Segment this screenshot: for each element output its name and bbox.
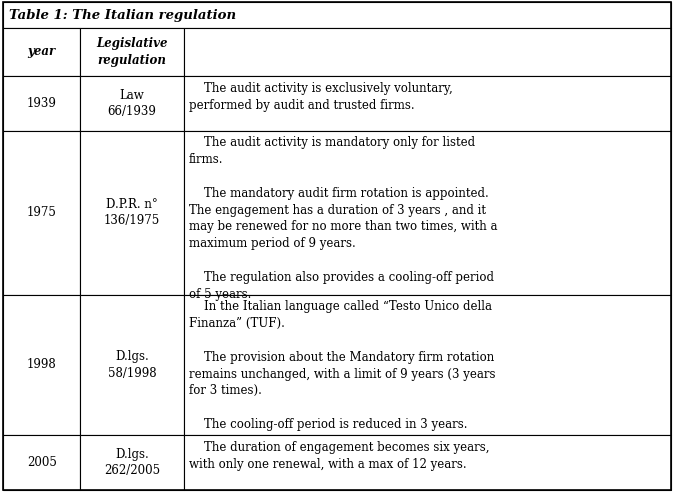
Bar — [183, 28, 671, 76]
Text: Legislative
regulation: Legislative regulation — [96, 37, 168, 66]
Bar — [80, 130, 183, 295]
Bar — [3, 295, 80, 435]
Text: D.lgs.
262/2005: D.lgs. 262/2005 — [104, 448, 160, 477]
Bar — [3, 435, 80, 490]
Text: 1975: 1975 — [27, 206, 57, 219]
Text: In the Italian language called “Testo Unico della
Finanza” (TUF).

    The provi: In the Italian language called “Testo Un… — [189, 301, 495, 431]
Text: The duration of engagement becomes six years,
with only one renewal, with a max : The duration of engagement becomes six y… — [189, 441, 489, 471]
Bar — [183, 435, 671, 490]
Text: D.P.R. n°
136/1975: D.P.R. n° 136/1975 — [104, 198, 160, 227]
Text: Table 1: The Italian regulation: Table 1: The Italian regulation — [9, 8, 236, 22]
Text: The audit activity is exclusively voluntary,
performed by audit and trusted firm: The audit activity is exclusively volunt… — [189, 82, 453, 112]
Text: 1939: 1939 — [27, 97, 57, 110]
Text: The audit activity is mandatory only for listed
firms.

    The mandatory audit : The audit activity is mandatory only for… — [189, 136, 497, 301]
Text: D.lgs.
58/1998: D.lgs. 58/1998 — [108, 350, 156, 380]
Bar — [80, 435, 183, 490]
Text: 1998: 1998 — [27, 358, 57, 371]
Bar — [3, 28, 80, 76]
Bar — [3, 130, 80, 295]
Bar — [183, 295, 671, 435]
Bar — [80, 295, 183, 435]
Bar — [183, 76, 671, 130]
Bar — [3, 76, 80, 130]
Text: 2005: 2005 — [27, 456, 57, 469]
Text: year: year — [28, 45, 56, 59]
Bar — [3, 2, 671, 28]
Text: Law
66/1939: Law 66/1939 — [107, 89, 156, 118]
Bar — [80, 28, 183, 76]
Bar — [80, 76, 183, 130]
Bar — [183, 130, 671, 295]
